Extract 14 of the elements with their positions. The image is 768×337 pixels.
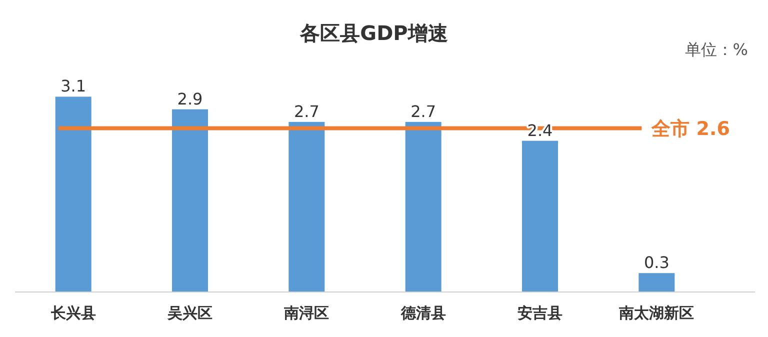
- chart-title: 各区县GDP增速: [299, 21, 448, 45]
- data-label: 2.7: [294, 102, 320, 121]
- x-tick-label: 吴兴区: [166, 304, 212, 322]
- data-label: 2.9: [177, 89, 203, 108]
- x-tick-label: 南太湖新区: [618, 304, 694, 322]
- x-tick-label: 德清县: [400, 304, 446, 322]
- x-tick-label: 南浔区: [283, 304, 330, 322]
- data-label: 0.3: [644, 253, 670, 272]
- data-label: 2.7: [410, 102, 436, 121]
- x-tick-label: 长兴县: [50, 304, 96, 322]
- x-tick-label: 安吉县: [518, 304, 562, 322]
- ref-line-label: 全市 2.6: [650, 118, 730, 140]
- text: 单位：%: [684, 40, 748, 59]
- data-label: 3.1: [60, 76, 86, 96]
